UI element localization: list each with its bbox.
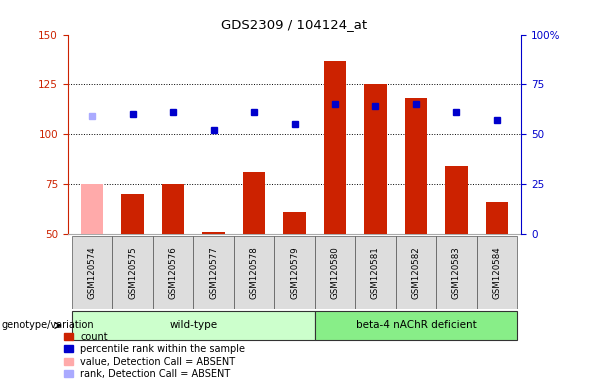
Bar xyxy=(445,166,468,234)
Text: GSM120575: GSM120575 xyxy=(128,246,137,299)
Bar xyxy=(283,212,306,234)
Text: GSM120577: GSM120577 xyxy=(209,246,218,299)
FancyBboxPatch shape xyxy=(436,236,477,309)
FancyBboxPatch shape xyxy=(477,236,517,309)
Text: GSM120579: GSM120579 xyxy=(290,246,299,299)
Text: wild-type: wild-type xyxy=(169,320,217,331)
Text: GSM120581: GSM120581 xyxy=(371,246,380,299)
FancyBboxPatch shape xyxy=(234,236,274,309)
FancyBboxPatch shape xyxy=(315,311,517,340)
FancyBboxPatch shape xyxy=(193,236,234,309)
Bar xyxy=(121,194,144,234)
Bar xyxy=(162,184,184,234)
FancyBboxPatch shape xyxy=(72,236,112,309)
Text: genotype/variation: genotype/variation xyxy=(1,320,94,331)
Title: GDS2309 / 104124_at: GDS2309 / 104124_at xyxy=(221,18,368,31)
FancyBboxPatch shape xyxy=(355,236,396,309)
Text: GSM120574: GSM120574 xyxy=(88,246,97,299)
Bar xyxy=(243,172,265,234)
FancyBboxPatch shape xyxy=(315,236,355,309)
Bar xyxy=(405,98,427,234)
FancyBboxPatch shape xyxy=(72,311,315,340)
Bar xyxy=(486,202,508,234)
Bar xyxy=(81,184,103,234)
Legend: count, percentile rank within the sample, value, Detection Call = ABSENT, rank, : count, percentile rank within the sample… xyxy=(64,332,245,379)
Text: GSM120576: GSM120576 xyxy=(168,246,177,299)
Text: GSM120583: GSM120583 xyxy=(452,246,461,299)
FancyBboxPatch shape xyxy=(153,236,193,309)
FancyBboxPatch shape xyxy=(112,236,153,309)
Text: beta-4 nAChR deficient: beta-4 nAChR deficient xyxy=(356,320,477,331)
FancyBboxPatch shape xyxy=(274,236,315,309)
Bar xyxy=(203,232,224,234)
FancyBboxPatch shape xyxy=(396,236,436,309)
Bar xyxy=(324,61,346,234)
Text: GSM120584: GSM120584 xyxy=(492,246,501,299)
Text: GSM120580: GSM120580 xyxy=(330,246,339,299)
Bar xyxy=(365,84,386,234)
Text: GSM120582: GSM120582 xyxy=(412,246,421,299)
Text: GSM120578: GSM120578 xyxy=(250,246,259,299)
